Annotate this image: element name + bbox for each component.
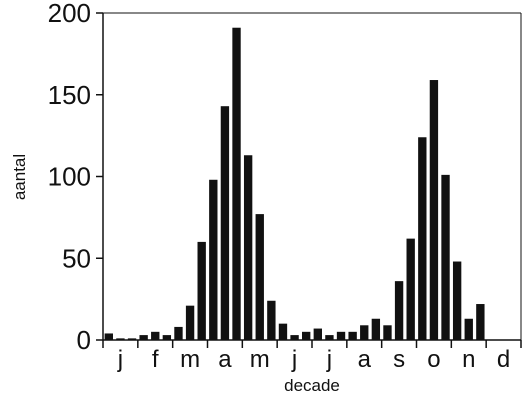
bar <box>313 328 322 340</box>
x-tick-label: j <box>291 346 297 373</box>
x-axis-title: decade <box>284 376 340 395</box>
bar <box>243 155 253 340</box>
bar <box>232 27 241 340</box>
bar <box>383 325 392 340</box>
bars <box>104 27 485 340</box>
x-tick-label: m <box>250 346 270 373</box>
bar <box>220 106 230 340</box>
x-tick-label: m <box>180 346 200 373</box>
x-tick-label: o <box>427 346 440 373</box>
x-tick-label: j <box>326 346 332 373</box>
bar <box>197 241 206 340</box>
bar <box>162 335 172 340</box>
bar <box>255 214 264 340</box>
y-ticks: 0 50 100 150 200 <box>48 0 103 355</box>
y-axis-title: aantal <box>10 154 29 200</box>
bar <box>185 305 195 340</box>
bar <box>429 80 439 340</box>
bar <box>441 174 450 340</box>
y-tick-label: 150 <box>48 80 91 110</box>
x-tick-label: j <box>117 346 123 373</box>
bar <box>116 338 125 340</box>
bar <box>302 331 311 340</box>
x-tick-label: f <box>152 346 159 373</box>
bar <box>394 281 404 340</box>
bar <box>418 137 427 340</box>
bar <box>139 335 148 340</box>
bar <box>371 318 381 340</box>
bar <box>104 333 113 340</box>
y-tick-label: 200 <box>48 0 91 28</box>
bar <box>464 318 473 340</box>
bar <box>209 179 218 340</box>
bar <box>127 338 137 340</box>
bar <box>325 335 334 340</box>
bar <box>348 331 357 340</box>
bar <box>278 323 288 340</box>
y-tick-label: 50 <box>62 243 91 273</box>
x-tick-label: s <box>393 346 405 373</box>
bar <box>267 300 276 340</box>
bar <box>360 325 369 340</box>
bar <box>406 238 415 340</box>
bar <box>336 331 346 340</box>
x-tick-label: a <box>218 346 232 373</box>
x-tick-label: d <box>497 346 510 373</box>
bar <box>151 331 160 340</box>
bar <box>476 304 485 340</box>
y-tick-label: 100 <box>48 162 91 192</box>
bar <box>174 326 183 340</box>
y-tick-label: 0 <box>77 325 91 355</box>
bar <box>290 335 299 340</box>
x-tick-label: a <box>358 346 372 373</box>
x-tick-label: n <box>462 346 475 373</box>
bar <box>452 261 462 340</box>
